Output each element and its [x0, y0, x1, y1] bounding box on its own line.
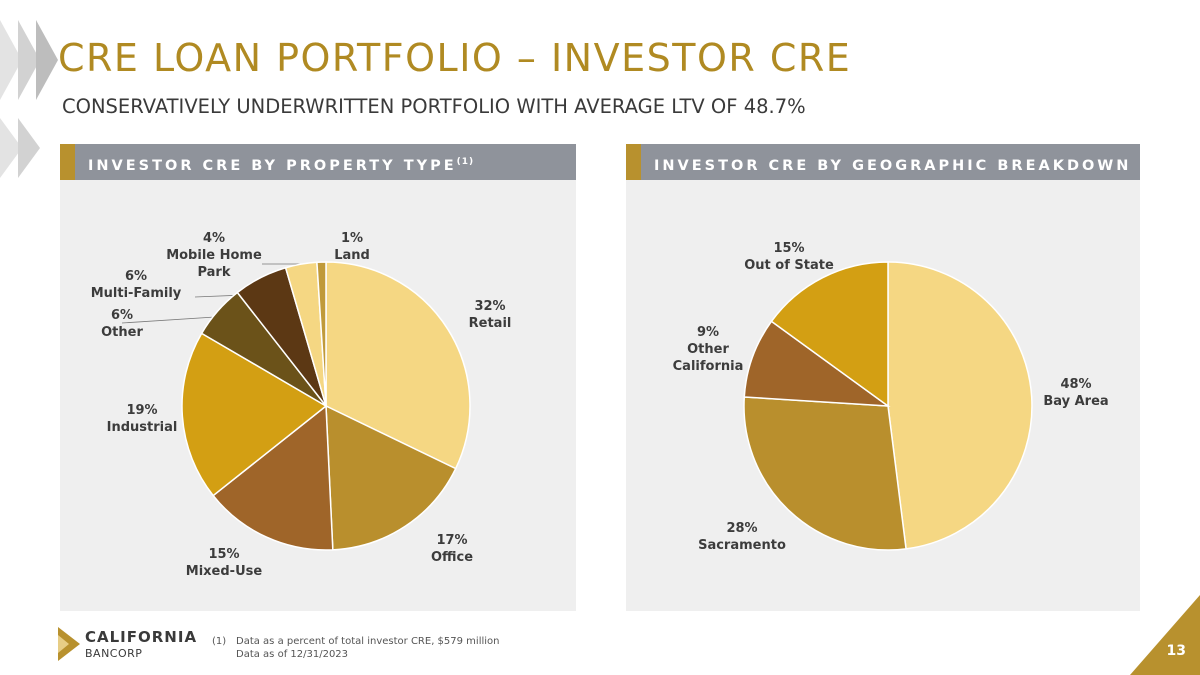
slice-label-land: Land — [334, 248, 370, 263]
chevron-decoration-top — [0, 20, 58, 100]
slice-label-mixed-use: Mixed-Use — [186, 564, 263, 579]
geographic-pie-chart: 48% Bay Area 28% Sacramento 9% Other Californi… — [673, 241, 1109, 553]
geographic-slices — [743, 261, 1033, 551]
slice-label-multi-family: Multi-Family — [91, 286, 182, 301]
property-type-slices — [181, 261, 471, 551]
slice-label-mobile-home-park: Mobile Home — [166, 248, 262, 263]
property-type-panel-note: (1) — [456, 157, 475, 167]
footnote-text: Data as a percent of total investor CRE,… — [236, 636, 500, 647]
property-type-panel-title: INVESTOR CRE BY PROPERTY TYPE(1) — [88, 144, 474, 180]
slice-pct-bay-area: 48% — [1060, 377, 1091, 392]
panel-accent-bar — [626, 144, 641, 180]
slice-label-out-of-state: Out of State — [744, 258, 834, 273]
slice-label-sacramento: Sacramento — [698, 538, 786, 553]
footnote-marker: (1) — [212, 636, 227, 647]
pie-slice-bay-area — [887, 261, 1033, 550]
property-type-panel-title-text: INVESTOR CRE BY PROPERTY TYPE — [88, 157, 457, 174]
footnote-date: Data as of 12/31/2023 — [236, 649, 349, 660]
slice-label-office: Office — [431, 550, 473, 565]
slice-label-other-california: Other — [687, 342, 729, 357]
geographic-panel-title-text: INVESTOR CRE BY GEOGRAPHIC BREAKDOWN — [654, 157, 1132, 174]
geographic-labels: 48% Bay Area 28% Sacramento 9% Other Californi… — [673, 241, 1109, 553]
slice-pct-mixed-use: 15% — [208, 547, 239, 562]
pie-slice-office — [325, 404, 457, 551]
brand-name-line2: BANCORP — [85, 647, 143, 660]
slice-pct-land: 1% — [341, 231, 363, 246]
slice-pct-other: 6% — [111, 308, 133, 323]
slice-label-industrial: Industrial — [107, 420, 178, 435]
geographic-panel-header: INVESTOR CRE BY GEOGRAPHIC BREAKDOWN (1) — [626, 144, 1156, 180]
slice-label-retail: Retail — [469, 316, 512, 331]
slice-label-other: Other — [101, 325, 143, 340]
chevron-decoration-bottom — [0, 118, 40, 178]
california-bancorp-logo-icon — [58, 627, 80, 661]
pie-slice-mixed-use — [212, 404, 334, 551]
slice-pct-sacramento: 28% — [726, 521, 757, 536]
property-type-pie-chart: 32% Retail 17% Office 15% Mixed-Use 19% Industr… — [91, 231, 512, 579]
slice-label-mobile-home-park-2: Park — [197, 265, 230, 280]
page-number: 13 — [1166, 643, 1186, 659]
page-title: CRE LOAN PORTFOLIO – INVESTOR CRE — [58, 36, 852, 80]
pie-slice-land — [316, 261, 327, 407]
pie-slice-industrial — [181, 332, 328, 497]
panel-accent-bar — [60, 144, 75, 180]
geographic-panel-title: INVESTOR CRE BY GEOGRAPHIC BREAKDOWN (1) — [654, 144, 1157, 180]
slice-pct-other-california: 9% — [697, 325, 719, 340]
pie-slice-sacramento — [743, 396, 907, 551]
geographic-panel-note: (1) — [1139, 157, 1158, 167]
brand-name-line1: CALIFORNIA — [85, 628, 198, 646]
property-type-labels: 32% Retail 17% Office 15% Mixed-Use 19% Industr… — [91, 231, 512, 579]
slice-pct-retail: 32% — [474, 299, 505, 314]
slice-label-other-california-2: California — [673, 359, 744, 374]
slice-pct-multi-family: 6% — [125, 269, 147, 284]
pie-slice-other-california — [743, 320, 891, 407]
property-type-panel-header: INVESTOR CRE BY PROPERTY TYPE(1) — [60, 144, 576, 180]
slice-pct-mobile-home-park: 4% — [203, 231, 225, 246]
geographic-panel: INVESTOR CRE BY GEOGRAPHIC BREAKDOWN (1)… — [626, 144, 1156, 611]
slice-label-bay-area: Bay Area — [1043, 394, 1108, 409]
corner-decoration — [1130, 595, 1200, 675]
property-type-panel: INVESTOR CRE BY PROPERTY TYPE(1) 32% Reta… — [60, 144, 576, 611]
slice-pct-industrial: 19% — [126, 403, 157, 418]
slice-pct-out-of-state: 15% — [773, 241, 804, 256]
page-subtitle: CONSERVATIVELY UNDERWRITTEN PORTFOLIO WI… — [62, 95, 806, 118]
slice-pct-office: 17% — [436, 533, 467, 548]
pie-slice-out-of-state — [770, 261, 889, 408]
pie-slice-retail — [325, 261, 471, 470]
